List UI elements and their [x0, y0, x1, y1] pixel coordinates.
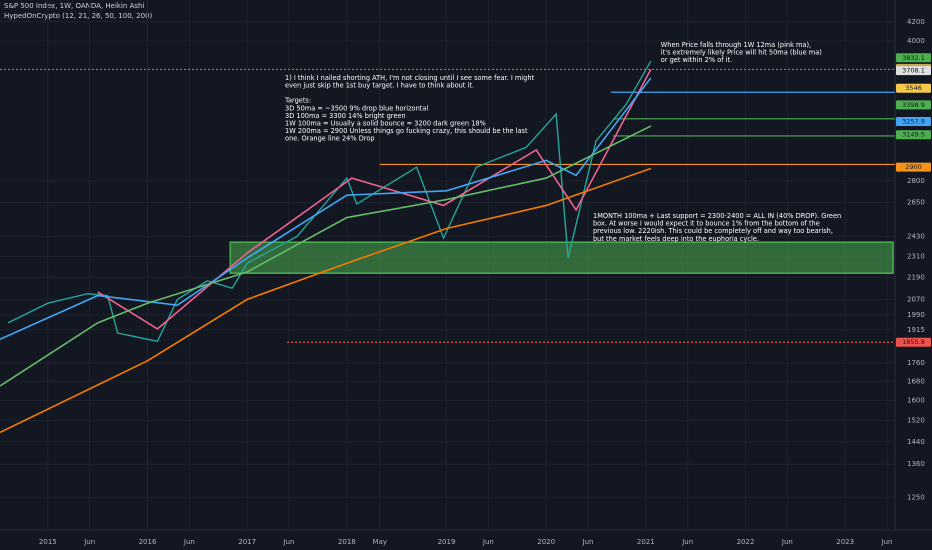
price-tag [896, 130, 931, 140]
price-tag-label: 3546 [905, 84, 922, 92]
price-tag-label: 3149.5 [902, 131, 925, 139]
x-tick-label: 2021 [637, 538, 655, 546]
x-tick-label: Jun [582, 538, 594, 546]
y-tick-label: 1360 [907, 460, 925, 468]
y-tick-label: 2430 [907, 232, 925, 240]
price-tag [896, 100, 931, 110]
y-tick-label: 1440 [907, 438, 925, 446]
x-tick-label: 2020 [537, 538, 555, 546]
x-tick-label: Jun [781, 538, 793, 546]
price-tag [896, 162, 931, 172]
y-tick-label: 1600 [907, 396, 925, 404]
y-tick-label: 1990 [907, 311, 925, 319]
price-tag [896, 83, 931, 93]
x-tick-label: 2018 [338, 538, 356, 546]
annotation-text: 3D 100ma = 3300 14% bright green [285, 112, 406, 120]
price-tag [896, 66, 931, 76]
chart-subtitle: HypedOnCrypto (12, 21, 26, 50, 100, 200) [4, 12, 152, 20]
x-tick-label: Jun [482, 538, 494, 546]
annotation-text: box. At worse I would expect it to bounc… [593, 220, 820, 228]
annotation-text: Targets: [284, 97, 311, 105]
x-tick-label: Jun [681, 538, 693, 546]
annotation-text: one. Orange line 24% Drop [285, 135, 375, 143]
annotation-text: 3D 50ma = ~3500 9% drop blue horizontal [285, 104, 428, 112]
support-zone [229, 241, 894, 274]
price-tag-label: 2900 [905, 163, 922, 171]
y-tick-label: 2650 [907, 198, 925, 206]
x-tick-label: 2023 [836, 538, 854, 546]
annotation-text: 1MONTH 100ma + Last support = 2300-2400 … [593, 212, 841, 220]
annotation-text: 1W 200ma = 2900 Unless things go fucking… [285, 127, 528, 135]
price-tag [896, 337, 931, 347]
y-tick-label: 1680 [907, 377, 925, 385]
chart-title: S&P 500 Index, 1W, OANDA, Heikin Ashi [4, 2, 144, 10]
price-line [0, 77, 652, 340]
y-tick-label: 1250 [907, 493, 925, 501]
price-line [0, 125, 652, 387]
x-tick-label: 2017 [238, 538, 256, 546]
x-tick-label: 2019 [438, 538, 456, 546]
x-tick-label: 2016 [139, 538, 157, 546]
x-tick-label: Jun [881, 538, 893, 546]
y-tick-label: 2310 [907, 252, 925, 260]
price-tag-label: 3398.9 [902, 101, 925, 109]
y-tick-label: 1760 [907, 359, 925, 367]
annotation-text: but the market feels deep into the eupho… [593, 235, 759, 243]
y-tick-label: 4200 [907, 18, 925, 26]
annotation-text: it's extremely likely Price will hit 50m… [661, 48, 822, 56]
annotation-text: previous low. 2220ish. This could be com… [593, 227, 833, 235]
price-line [7, 60, 652, 343]
x-tick-label: May [372, 538, 386, 546]
y-tick-label: 2800 [907, 177, 925, 185]
x-tick-label: 2015 [39, 538, 57, 546]
y-tick-label: 2070 [907, 295, 925, 303]
annotation-text: or get within 2% of it. [661, 56, 732, 64]
y-tick-label: 1520 [907, 417, 925, 425]
y-tick-label: 1915 [907, 326, 925, 334]
price-line [97, 69, 652, 330]
price-tag-label: 3708.1 [902, 67, 925, 75]
price-tag-label: 1855.8 [902, 338, 925, 346]
x-tick-label: Jun [183, 538, 195, 546]
x-tick-label: Jun [283, 538, 295, 546]
price-tag [896, 53, 931, 63]
annotation-text: When Price falls through 1W 12ma (pink m… [661, 41, 811, 49]
price-tag [896, 116, 931, 126]
price-tag-label: 3257.9 [902, 117, 925, 125]
y-tick-label: 2190 [907, 273, 925, 281]
annotation-text: 1) I think I nailed shorting ATH, I'm no… [285, 74, 534, 82]
y-tick-label: 4000 [907, 37, 925, 45]
x-tick-label: Jun [83, 538, 95, 546]
price-line [0, 167, 652, 434]
price-tag-label: 3832.1 [902, 54, 925, 62]
x-tick-label: 2022 [737, 538, 755, 546]
annotation-text: 1W 100ma = Usually a solid bounce = 3200… [285, 120, 486, 128]
annotation-text: even just skip the 1st buy target. I hav… [285, 82, 474, 90]
